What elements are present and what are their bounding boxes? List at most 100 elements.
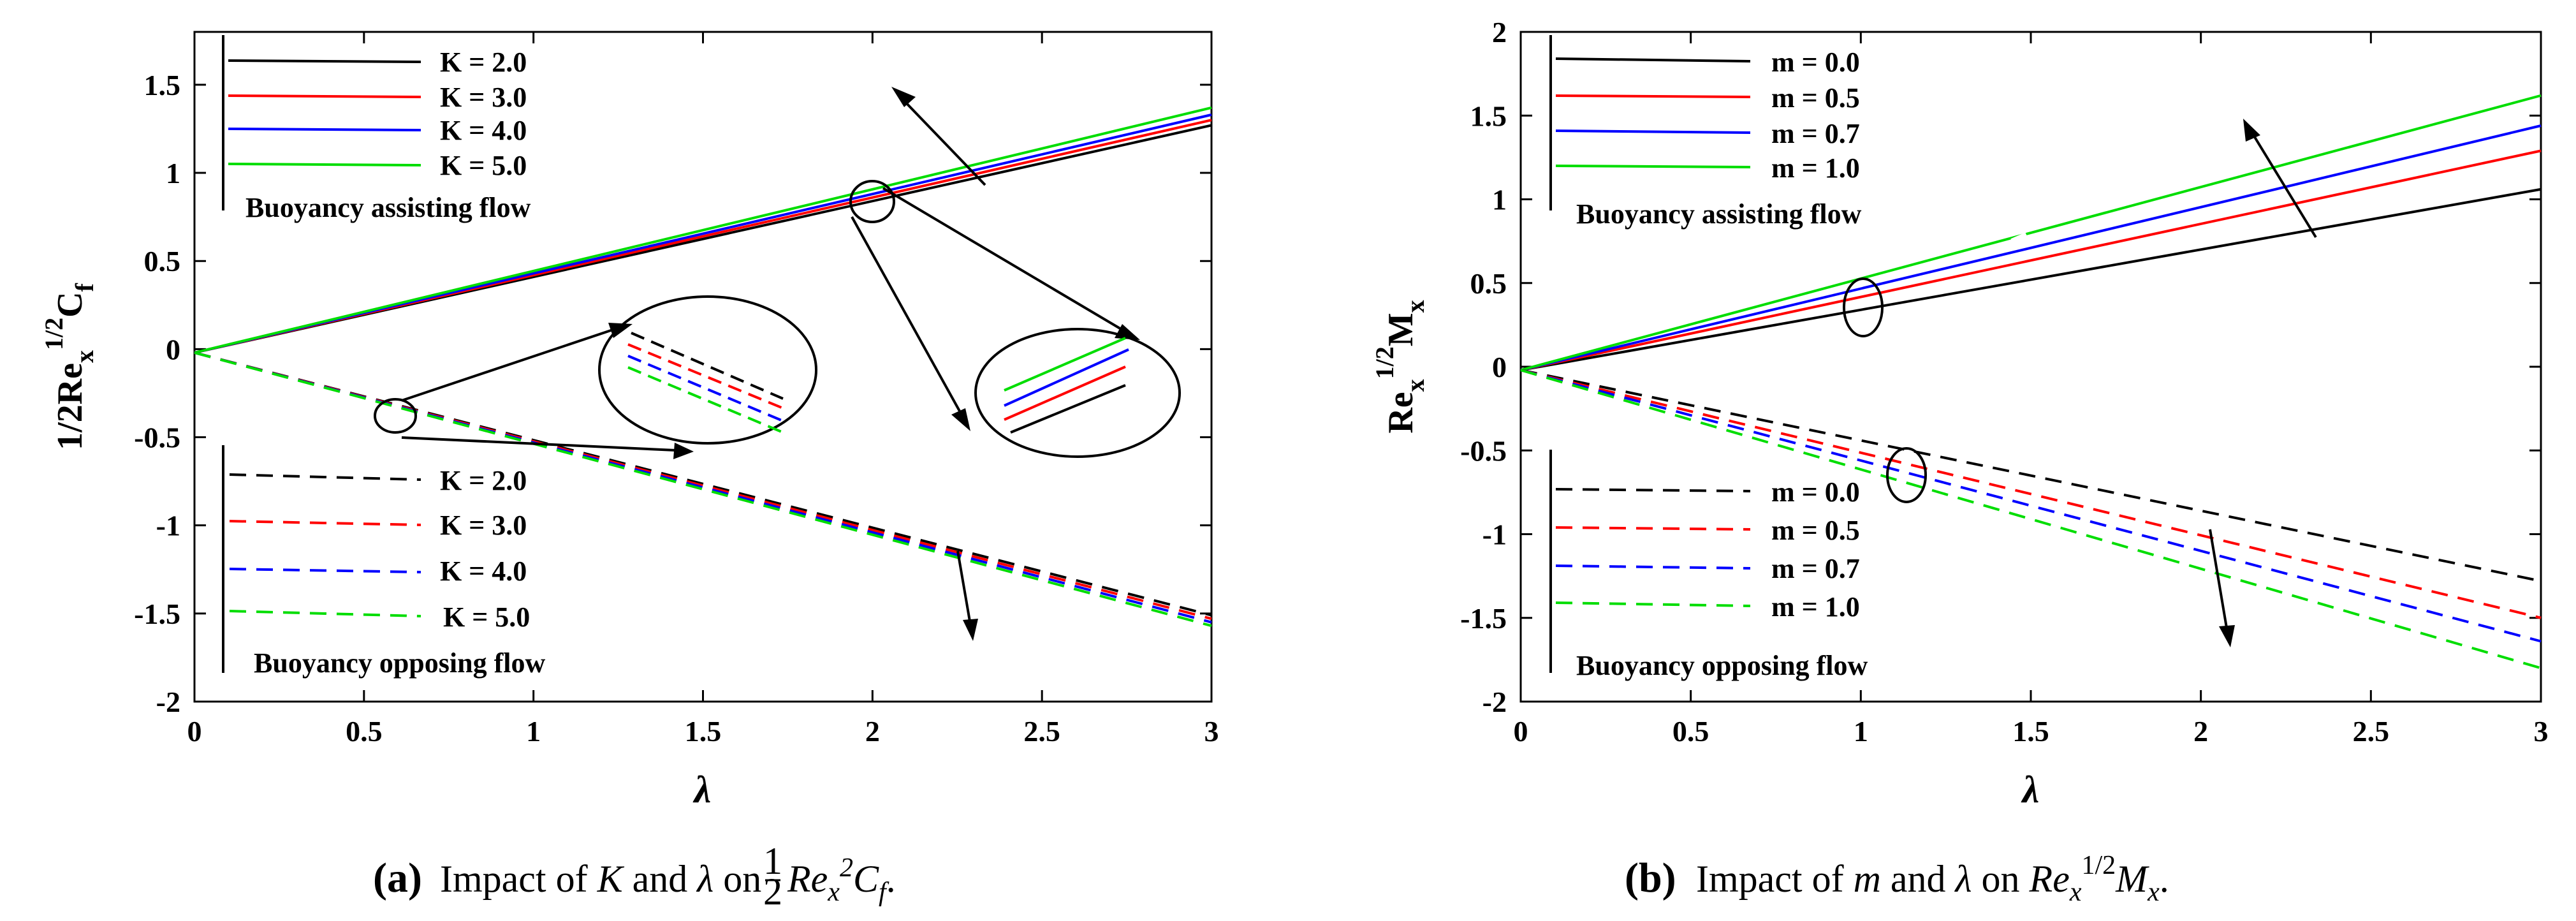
x-tick-label: 0.5: [346, 715, 383, 748]
legend-line-k4-dashed: [229, 568, 421, 573]
panel-a-legend-assisting: K = 2.0 K = 3.0 K = 4.0 K = 5.0 Buoyancy…: [222, 35, 531, 223]
y-tick-label: -2: [156, 686, 180, 718]
y-tick-label: 1: [1492, 184, 1507, 216]
panel-a-series: [194, 106, 1212, 628]
legend-line-k5-dashed: [229, 610, 421, 617]
svg-text:Impact of K and λ on: Impact of K and λ on: [440, 858, 761, 900]
legend-line-k2-dashed: [229, 473, 421, 481]
legend-line-m0-solid: [1555, 57, 1751, 63]
series-line-assisting-m-1-0: [1520, 94, 2542, 372]
y-tick-label: 1.5: [1470, 99, 1507, 132]
legend-label: K = 2.0: [440, 465, 527, 496]
y-tick-label: 0.5: [1470, 267, 1507, 300]
series-line-assisting-m-0-7: [1520, 124, 2542, 372]
legend-label: K = 5.0: [440, 150, 527, 181]
legend-line-k3-dashed: [229, 520, 421, 526]
legend-title-opposing: Buoyancy opposing flow: [1576, 650, 1868, 681]
panel-b-plot-area: [1519, 31, 2542, 703]
legend-label: m = 0.7: [1771, 553, 1860, 584]
legend-line-m07-dashed: [1555, 564, 1751, 570]
legend-line-m10-dashed: [1555, 601, 1751, 607]
x-tick-label: 0.5: [1672, 715, 1709, 748]
panel-a-ticks: 0 0.5 1 1.5 2 2.5 3 -2 -1.5 -1 -0.5 0 0.5 1 1.5: [134, 32, 1219, 748]
legend-label: K = 4.0: [440, 115, 527, 146]
series-line-opposing-k-5-0: [194, 351, 1212, 628]
legend-line-k4-solid: [228, 128, 421, 131]
panel-b-legend-assisting: m = 0.0 m = 0.5 m = 0.7 m = 1.0 Buoyancy…: [1549, 35, 1862, 230]
panel-b-ticks: 0 0.5 1 1.5 2 2.5 3 -2 -1.5 -1 -0.5 0 0.5 1 1.5 2: [1460, 16, 2548, 748]
y-tick-label: 0: [166, 333, 180, 365]
y-tick-label: -1.5: [1460, 602, 1507, 635]
legend-label: m = 1.0: [1771, 152, 1860, 184]
legend-title-opposing: Buoyancy opposing flow: [254, 647, 545, 679]
y-tick-label: -1: [1482, 519, 1507, 551]
x-tick-label: 0: [1514, 715, 1528, 748]
legend-label: K = 3.0: [440, 510, 527, 541]
x-tick-label: 3: [2534, 715, 2549, 748]
x-tick-label: 1: [526, 715, 541, 748]
panel-b-legend-opposing: m = 0.0 m = 0.5 m = 0.7 m = 1.0 Buoyancy…: [1549, 450, 1868, 681]
panel-a-plot-area: [193, 31, 1213, 703]
series-line-assisting-m-0-0: [1520, 188, 2542, 372]
caption-b: (b) Impact of m and λ on Rex1/2Mx.: [1625, 851, 2169, 907]
legend-label: K = 2.0: [440, 47, 527, 78]
y-tick-label: -0.5: [134, 422, 180, 454]
legend-line-m10-solid: [1555, 165, 1751, 168]
y-tick-label: 2: [1492, 16, 1507, 48]
panel-a-annotations: [374, 87, 1181, 641]
legend-label: m = 0.5: [1771, 82, 1860, 114]
legend-label: m = 1.0: [1771, 591, 1860, 623]
y-tick-label: -1.5: [134, 598, 180, 630]
series-line-assisting-k-5-0: [194, 106, 1212, 354]
panel-b-series: [1520, 94, 2542, 670]
legend-line-m0-dashed: [1555, 488, 1751, 492]
caption-a: (a) Impact of K and λ on 1 2 Rex2Cf.: [373, 840, 896, 913]
legend-line-k3-solid: [228, 94, 421, 98]
x-tick-label: 2.5: [2353, 715, 2390, 748]
x-tick-label: 1.5: [685, 715, 722, 748]
panel-b-chart: 0 0.5 1 1.5 2 2.5 3 -2 -1.5 -1 -0.5 0 0.5 1 1.5 2 Rex1/…: [1370, 16, 2549, 811]
x-tick-label: 0: [187, 715, 202, 748]
panel-b-annotations: [1843, 119, 2317, 647]
legend-line-k5-solid: [228, 163, 421, 166]
x-tick-label: 2.5: [1023, 715, 1060, 748]
panel-a-x-axis-label: λ: [692, 769, 712, 811]
y-tick-label: 1: [166, 157, 180, 189]
legend-label: m = 0.0: [1771, 476, 1860, 508]
series-line-opposing-m-0-7: [1520, 369, 2542, 643]
series-line-opposing-m-0-0: [1520, 369, 2542, 582]
legend-label: K = 3.0: [440, 82, 527, 113]
panel-b-x-axis-label: λ: [2021, 769, 2040, 811]
x-tick-label: 2: [2193, 715, 2208, 748]
y-tick-label: 0.5: [144, 245, 181, 277]
series-line-opposing-m-0-5: [1520, 369, 2542, 619]
svg-text:(b): (b): [1625, 855, 1676, 901]
legend-line-m05-solid: [1555, 94, 1751, 98]
x-tick-label: 3: [1204, 715, 1219, 748]
legend-title-assisting: Buoyancy assisting flow: [245, 192, 531, 223]
svg-text:Rex2Cf.: Rex2Cf.: [787, 853, 896, 907]
panel-b-y-axis-label: Rex1/2Mx: [1370, 300, 1430, 433]
legend-label: K = 4.0: [440, 556, 527, 587]
legend-label: m = 0.7: [1771, 118, 1860, 149]
panel-a-y-axis-label: 1/2Rex1/2Cf: [40, 283, 99, 450]
y-tick-label: 1.5: [144, 69, 181, 101]
panel-a-legend-opposing: K = 2.0 K = 3.0 K = 4.0 K = 5.0 Buoyancy…: [222, 445, 545, 679]
legend-label: K = 5.0: [443, 601, 530, 633]
y-tick-label: -1: [156, 510, 180, 542]
svg-text:Impact of m and λ on Rex1/2Mx.: Impact of m and λ on Rex1/2Mx.: [1696, 851, 2169, 907]
x-tick-label: 1: [1854, 715, 1868, 748]
legend-line-m05-dashed: [1555, 526, 1751, 531]
legend-line-k2-solid: [228, 59, 421, 63]
svg-text:2: 2: [763, 871, 782, 913]
svg-text:1: 1: [763, 840, 782, 882]
series-line-opposing-m-1-0: [1520, 369, 2542, 670]
x-tick-label: 1.5: [2012, 715, 2049, 748]
panel-a-zoom-inset-solid: [1004, 337, 1129, 434]
y-tick-label: 0: [1492, 351, 1507, 383]
panel-a-zoom-inset-dashed: [627, 332, 784, 434]
legend-label: m = 0.5: [1771, 515, 1860, 546]
y-tick-label: -2: [1482, 686, 1507, 718]
legend-title-assisting: Buoyancy assisting flow: [1576, 198, 1862, 230]
